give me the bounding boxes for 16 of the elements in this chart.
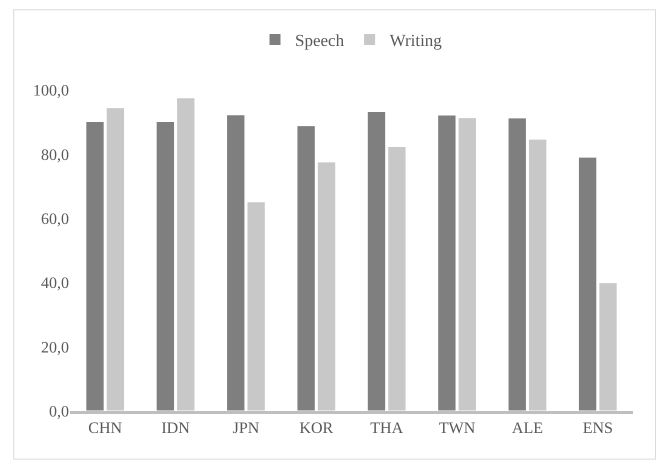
x-tick-label: ENS [582,420,613,438]
x-tick-label: TWN [438,420,476,438]
x-tick-label: JPN [232,420,260,438]
x-tick-label: ALE [512,420,543,438]
y-tick-label: 60,0 [41,211,69,228]
y-tick-label: 0,0 [49,404,69,421]
y-tick-label: 40,0 [41,275,69,292]
y-tick-label: 20,0 [41,339,69,356]
x-tick-label: CHN [88,420,123,438]
x-tick-label: KOR [299,420,334,438]
x-tick-label: IDN [161,420,190,438]
legend-label: Speech [295,31,345,50]
y-tick-label: 100,0 [33,82,69,100]
legend-label: Writing [390,31,442,50]
y-tick-label: 80,0 [41,146,69,164]
x-tick-label: THA [370,420,404,438]
